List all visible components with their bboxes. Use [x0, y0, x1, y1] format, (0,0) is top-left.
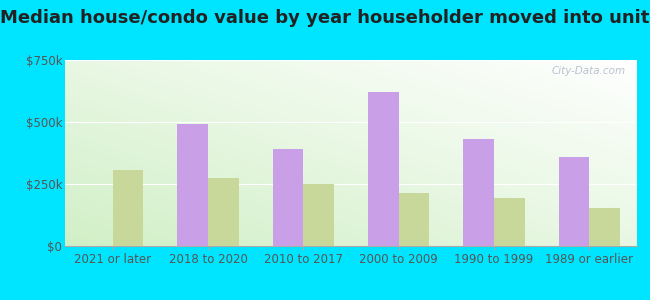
Bar — [273, 149, 304, 246]
Bar — [368, 92, 398, 246]
Bar — [590, 208, 620, 246]
Bar — [494, 198, 525, 246]
Bar — [463, 140, 494, 246]
Bar — [304, 184, 334, 246]
Bar — [559, 157, 590, 246]
Bar — [208, 178, 239, 246]
Bar — [177, 124, 208, 246]
Bar — [112, 170, 143, 246]
Bar — [398, 193, 429, 246]
Text: Median house/condo value by year householder moved into unit: Median house/condo value by year househo… — [0, 9, 650, 27]
Text: City-Data.com: City-Data.com — [551, 66, 625, 76]
